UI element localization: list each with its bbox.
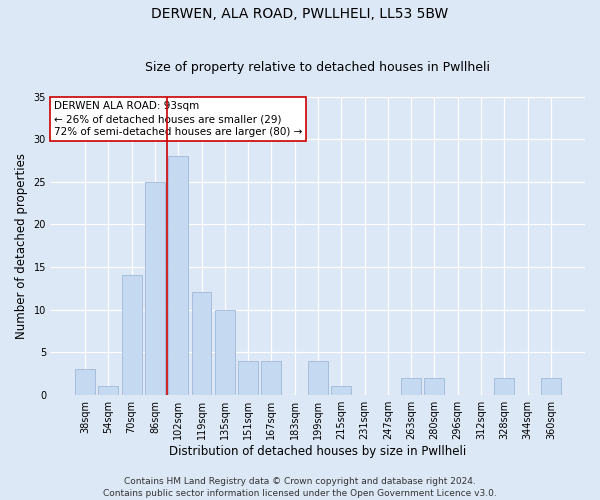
Bar — [191, 292, 211, 394]
Title: Size of property relative to detached houses in Pwllheli: Size of property relative to detached ho… — [145, 62, 490, 74]
Bar — [424, 378, 444, 394]
Bar — [145, 182, 165, 394]
Bar — [494, 378, 514, 394]
Bar — [122, 276, 142, 394]
Bar — [541, 378, 561, 394]
Bar — [308, 360, 328, 394]
Bar — [98, 386, 118, 394]
Bar — [215, 310, 235, 394]
Bar — [75, 369, 95, 394]
Y-axis label: Number of detached properties: Number of detached properties — [15, 152, 28, 338]
Bar — [401, 378, 421, 394]
Text: DERWEN ALA ROAD: 93sqm
← 26% of detached houses are smaller (29)
72% of semi-det: DERWEN ALA ROAD: 93sqm ← 26% of detached… — [53, 101, 302, 138]
X-axis label: Distribution of detached houses by size in Pwllheli: Distribution of detached houses by size … — [169, 444, 467, 458]
Bar — [262, 360, 281, 394]
Text: Contains HM Land Registry data © Crown copyright and database right 2024.
Contai: Contains HM Land Registry data © Crown c… — [103, 476, 497, 498]
Text: DERWEN, ALA ROAD, PWLLHELI, LL53 5BW: DERWEN, ALA ROAD, PWLLHELI, LL53 5BW — [151, 8, 449, 22]
Bar — [331, 386, 351, 394]
Bar — [238, 360, 258, 394]
Bar — [169, 156, 188, 394]
